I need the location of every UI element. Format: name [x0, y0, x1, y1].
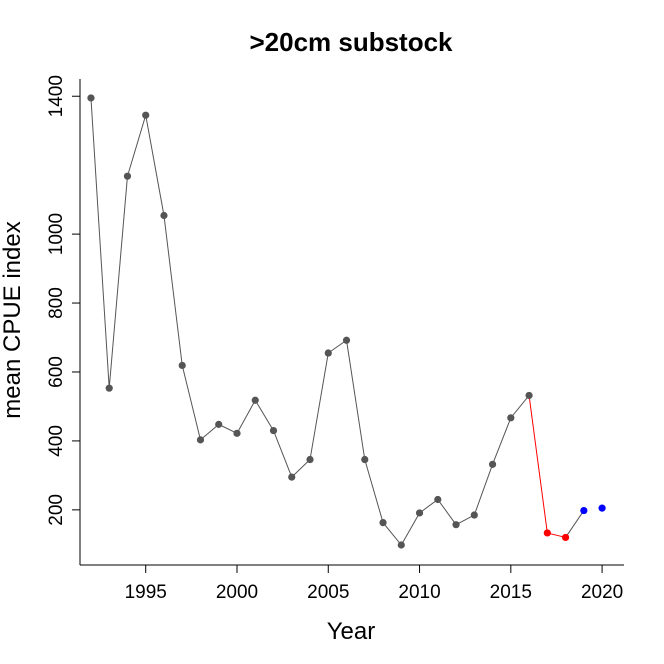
y-tick-label: 200 [46, 494, 67, 526]
x-axis-label: Year [327, 618, 376, 645]
data-point [361, 455, 369, 464]
data-point [142, 111, 150, 119]
data-point [160, 211, 168, 220]
series-line [528, 395, 566, 538]
series-line [90, 97, 530, 546]
x-tick-label: 2005 [307, 582, 349, 603]
data-point [269, 426, 278, 435]
data-point [288, 473, 296, 481]
y-axis: 200 400 600 800 1000 1400 [46, 75, 81, 565]
y-tick-label: 600 [46, 356, 67, 388]
data-point [196, 436, 205, 444]
data-point [470, 511, 478, 519]
data-point [251, 396, 259, 404]
series-lines [90, 97, 585, 546]
data-point [598, 504, 606, 512]
y-tick-label: 400 [46, 425, 67, 457]
x-tick-label: 2020 [581, 582, 623, 603]
data-point [324, 349, 332, 357]
data-point [306, 455, 314, 464]
data-point [397, 541, 405, 549]
data-point [215, 420, 223, 428]
x-axis: 1995 2000 2005 2010 2015 2020 [80, 564, 624, 603]
x-tick-label: 2000 [216, 582, 258, 603]
x-tick-label: 2010 [398, 582, 440, 603]
data-point [452, 521, 460, 529]
data-point [233, 429, 241, 437]
y-axis-label: mean CPUE index [0, 221, 26, 418]
x-tick-label: 2015 [490, 582, 532, 603]
data-point [105, 384, 113, 392]
series-points [87, 94, 606, 549]
data-point [434, 495, 442, 504]
series-line [565, 510, 585, 538]
data-point [342, 336, 351, 344]
data-point [561, 533, 570, 542]
data-point [178, 361, 186, 370]
data-point [488, 460, 497, 468]
chart-title: >20cm substock [249, 27, 453, 57]
data-point [123, 172, 132, 180]
data-point [525, 391, 533, 400]
y-tick-label: 1400 [46, 75, 67, 117]
data-point [415, 509, 424, 517]
data-point [543, 529, 551, 537]
y-tick-label: 1000 [46, 213, 67, 255]
y-tick-label: 800 [46, 287, 67, 319]
data-point [87, 94, 95, 102]
data-point [507, 414, 515, 422]
x-tick-label: 1995 [125, 582, 167, 603]
data-point [580, 506, 588, 515]
data-point [379, 519, 387, 527]
